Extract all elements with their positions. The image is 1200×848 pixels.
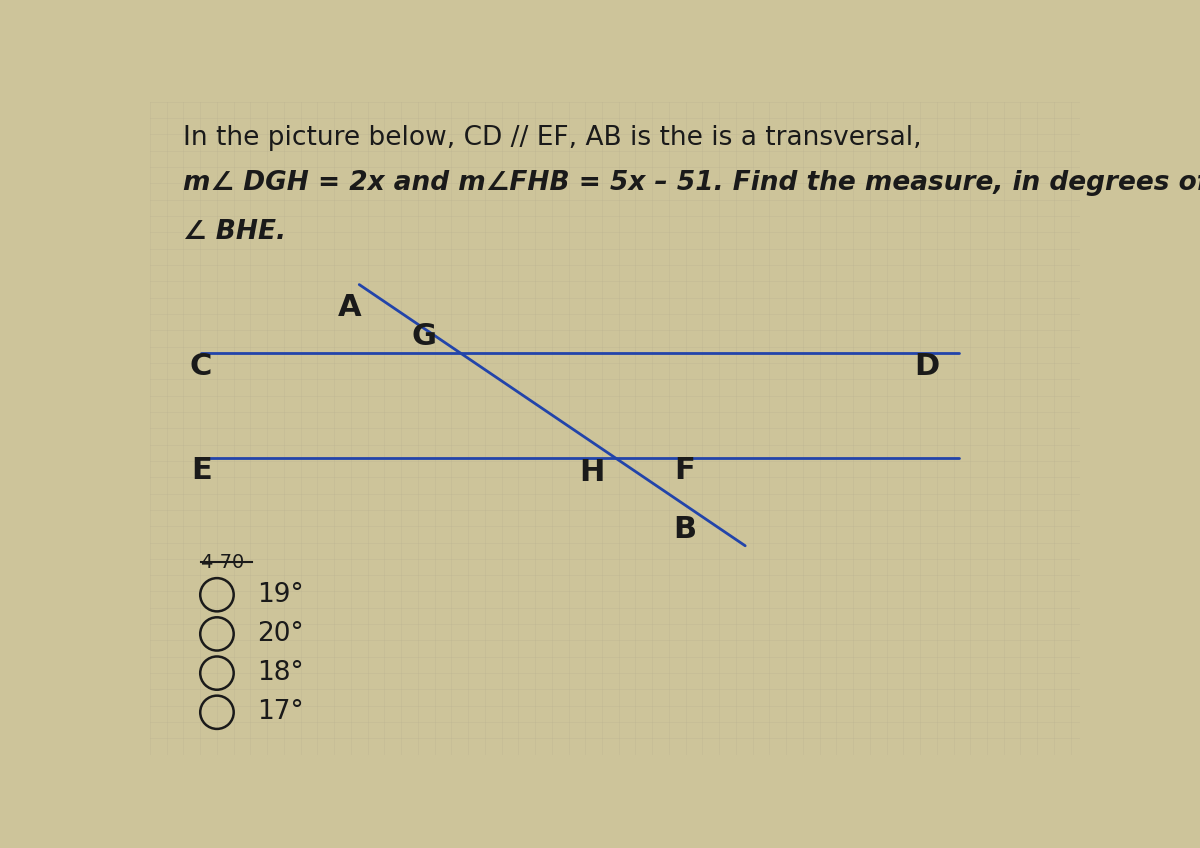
- Text: 20°: 20°: [257, 621, 304, 647]
- Text: ∠ BHE.: ∠ BHE.: [182, 220, 286, 245]
- Text: E: E: [191, 456, 211, 485]
- Text: m∠ DGH = 2x and m∠FHB = 5x – 51. Find the measure, in degrees of: m∠ DGH = 2x and m∠FHB = 5x – 51. Find th…: [182, 170, 1200, 197]
- Text: 18°: 18°: [257, 660, 304, 686]
- Text: A: A: [338, 293, 361, 322]
- Text: H: H: [580, 458, 605, 487]
- Text: C: C: [190, 352, 212, 381]
- Text: 19°: 19°: [257, 582, 304, 608]
- Text: 4 70: 4 70: [202, 553, 245, 572]
- Text: B: B: [673, 515, 696, 544]
- Text: D: D: [914, 352, 940, 381]
- Text: 17°: 17°: [257, 700, 304, 725]
- Text: G: G: [412, 322, 437, 351]
- Text: In the picture below, CD // EF, AB is the is a transversal,: In the picture below, CD // EF, AB is th…: [182, 125, 922, 151]
- Text: F: F: [674, 456, 695, 485]
